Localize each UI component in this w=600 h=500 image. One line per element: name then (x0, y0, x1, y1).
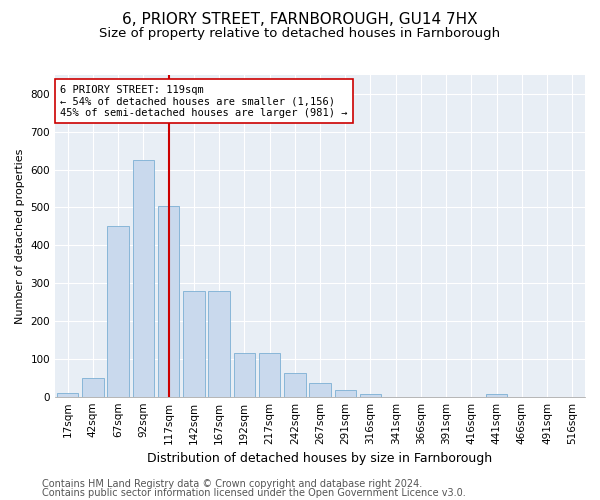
Text: Size of property relative to detached houses in Farnborough: Size of property relative to detached ho… (100, 28, 500, 40)
Bar (107, 226, 129, 396)
Text: 6, PRIORY STREET, FARNBOROUGH, GU14 7HX: 6, PRIORY STREET, FARNBOROUGH, GU14 7HX (122, 12, 478, 28)
Bar (57, 393, 79, 396)
Bar (259, 353, 280, 397)
Text: 6 PRIORY STREET: 119sqm
← 54% of detached houses are smaller (1,156)
45% of semi: 6 PRIORY STREET: 119sqm ← 54% of detache… (61, 84, 348, 118)
Bar (309, 384, 331, 396)
Bar (82, 378, 104, 396)
Bar (233, 353, 255, 397)
X-axis label: Distribution of detached houses by size in Farnborough: Distribution of detached houses by size … (148, 452, 493, 465)
Text: Contains public sector information licensed under the Open Government Licence v3: Contains public sector information licen… (42, 488, 466, 498)
Bar (335, 390, 356, 396)
Bar (208, 290, 230, 397)
Bar (486, 394, 508, 396)
Bar (133, 160, 154, 396)
Bar (158, 206, 179, 396)
Bar (183, 290, 205, 397)
Y-axis label: Number of detached properties: Number of detached properties (15, 148, 25, 324)
Bar (284, 373, 305, 396)
Bar (360, 394, 381, 396)
Text: Contains HM Land Registry data © Crown copyright and database right 2024.: Contains HM Land Registry data © Crown c… (42, 479, 422, 489)
